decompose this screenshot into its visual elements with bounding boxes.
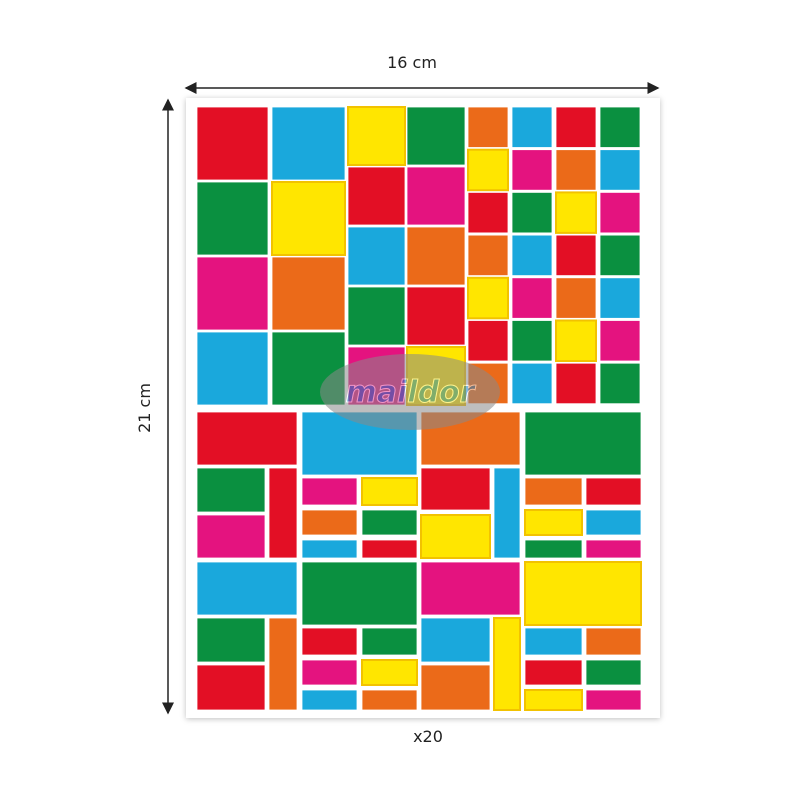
sticker	[585, 539, 642, 559]
sticker	[301, 689, 358, 711]
sticker	[406, 286, 466, 346]
sticker	[196, 664, 266, 711]
sticker	[599, 191, 641, 234]
sticker	[511, 234, 553, 277]
sticker	[599, 362, 641, 405]
sticker	[361, 509, 418, 536]
sticker	[406, 106, 466, 166]
sticker	[511, 277, 553, 319]
sticker	[585, 509, 642, 536]
sticker	[467, 148, 509, 192]
sticker	[493, 467, 521, 559]
sticker	[420, 664, 491, 711]
sticker	[347, 286, 406, 346]
sticker	[347, 226, 406, 286]
sticker	[406, 226, 466, 286]
quantity-label: x20	[413, 727, 443, 746]
sticker	[511, 191, 553, 234]
sticker	[347, 106, 406, 166]
sticker	[196, 467, 266, 513]
sticker	[599, 106, 641, 148]
sticker	[196, 331, 269, 406]
sticker	[196, 411, 298, 466]
sticker	[467, 320, 509, 362]
sticker	[361, 627, 418, 656]
sticker	[585, 659, 642, 686]
sticker	[420, 561, 521, 616]
sticker	[467, 276, 509, 320]
sticker	[196, 617, 266, 663]
sticker	[599, 149, 641, 191]
sticker	[420, 617, 491, 663]
sticker	[196, 106, 269, 181]
sticker	[301, 627, 358, 656]
sticker	[420, 467, 491, 511]
sticker	[301, 477, 358, 506]
sticker	[524, 561, 642, 626]
sticker	[524, 539, 583, 559]
sticker	[599, 320, 641, 362]
sticker	[585, 689, 642, 711]
sticker	[347, 166, 406, 226]
sticker	[361, 689, 418, 711]
sticker	[420, 514, 491, 559]
sticker	[585, 477, 642, 506]
sticker	[555, 319, 597, 362]
sticker	[511, 362, 553, 405]
sticker	[406, 166, 466, 226]
sticker	[524, 627, 583, 656]
sticker	[196, 256, 269, 331]
sticker	[196, 561, 298, 616]
sticker	[555, 362, 597, 405]
sticker	[511, 106, 553, 148]
sticker	[361, 659, 418, 686]
sticker	[524, 509, 583, 536]
sticker	[467, 106, 509, 148]
sticker	[555, 106, 597, 148]
sticker	[511, 320, 553, 362]
watermark: maildor	[320, 354, 500, 430]
sticker	[511, 149, 553, 191]
sticker	[301, 509, 358, 536]
sticker	[585, 627, 642, 656]
stickers	[196, 106, 642, 711]
sticker	[301, 561, 418, 626]
sticker	[196, 181, 269, 256]
sticker	[271, 256, 346, 331]
sticker	[524, 689, 583, 711]
sticker	[467, 234, 509, 277]
sticker	[361, 477, 418, 506]
sticker	[493, 617, 521, 711]
sticker	[524, 477, 583, 506]
watermark-badge	[320, 354, 500, 430]
sticker	[361, 539, 418, 559]
sticker	[524, 411, 642, 476]
sticker	[555, 234, 597, 277]
sticker	[301, 659, 358, 686]
sticker	[301, 539, 358, 559]
sticker	[196, 514, 266, 559]
sticker	[555, 277, 597, 319]
height-label: 21 cm	[135, 383, 154, 433]
sticker	[555, 149, 597, 191]
watermark-text: maildor	[346, 375, 477, 410]
sticker	[555, 191, 597, 234]
sticker	[268, 617, 298, 711]
sticker	[599, 234, 641, 277]
width-label: 16 cm	[387, 53, 437, 72]
sticker	[271, 106, 346, 181]
sticker	[599, 277, 641, 319]
sticker	[271, 181, 346, 256]
sticker	[268, 467, 298, 559]
sticker	[467, 191, 509, 234]
sticker	[524, 659, 583, 686]
